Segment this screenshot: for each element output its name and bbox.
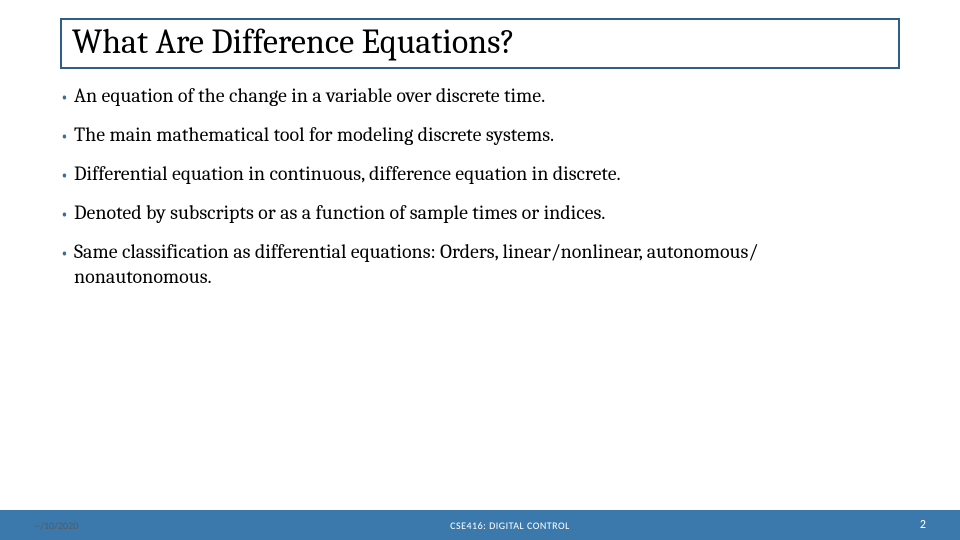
bullet-text: An equation of the change in a variable … (74, 84, 545, 107)
bullet-text: The main mathematical tool for modeling … (74, 123, 554, 146)
bullet-text: Same classification as differential equa… (74, 240, 758, 288)
footer-bar: --/10/2020 CSE416: DIGITAL CONTROL 2 (0, 510, 960, 540)
slide-title: What Are Difference Equations? (72, 24, 888, 61)
footer-page-number: 2 (866, 518, 926, 532)
footer-date: --/10/2020 (34, 519, 154, 532)
list-item: • Denoted by subscripts or as a function… (60, 200, 900, 225)
bullet-text: Denoted by subscripts or as a function o… (74, 201, 605, 224)
bullet-icon: • (60, 124, 69, 148)
footer-course: CSE416: DIGITAL CONTROL (154, 519, 866, 532)
list-item: • The main mathematical tool for modelin… (60, 122, 900, 147)
title-box: What Are Difference Equations? (60, 18, 900, 69)
list-item: • An equation of the change in a variabl… (60, 83, 900, 108)
bullet-icon: • (60, 241, 69, 265)
bullet-text: Differential equation in continuous, dif… (74, 162, 621, 185)
bullet-icon: • (60, 163, 69, 187)
bullet-icon: • (60, 85, 69, 109)
bullet-list: • An equation of the change in a variabl… (60, 83, 900, 289)
list-item: • Differential equation in continuous, d… (60, 161, 900, 186)
bullet-icon: • (60, 202, 69, 226)
slide: What Are Difference Equations? • An equa… (0, 0, 960, 540)
list-item: • Same classification as differential eq… (60, 239, 900, 289)
